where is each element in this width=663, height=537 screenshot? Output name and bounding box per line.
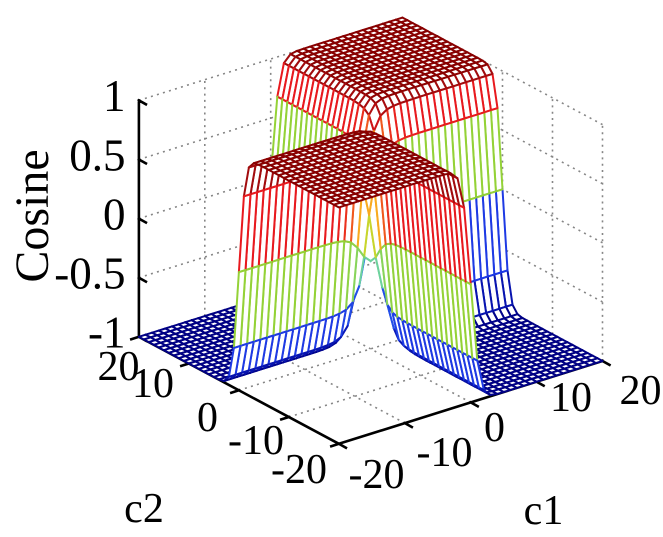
svg-text:10: 10 <box>132 361 174 407</box>
svg-text:0: 0 <box>103 189 126 239</box>
svg-text:-20: -20 <box>271 447 327 493</box>
svg-text:-1: -1 <box>88 308 126 358</box>
svg-text:-10: -10 <box>228 418 284 464</box>
svg-text:20: 20 <box>620 368 662 414</box>
svg-text:0.5: 0.5 <box>69 130 125 180</box>
svg-text:Cosine: Cosine <box>6 149 59 282</box>
svg-text:c1: c1 <box>524 488 564 534</box>
svg-text:0: 0 <box>197 395 218 441</box>
svg-text:1: 1 <box>103 71 126 121</box>
svg-text:c2: c2 <box>124 486 164 532</box>
svg-text:20: 20 <box>98 344 140 390</box>
svg-text:-0.5: -0.5 <box>54 249 125 299</box>
svg-text:10: 10 <box>550 375 592 421</box>
svg-text:-20: -20 <box>349 452 405 498</box>
svg-text:0: 0 <box>484 405 505 451</box>
svg-text:-10: -10 <box>417 430 473 476</box>
